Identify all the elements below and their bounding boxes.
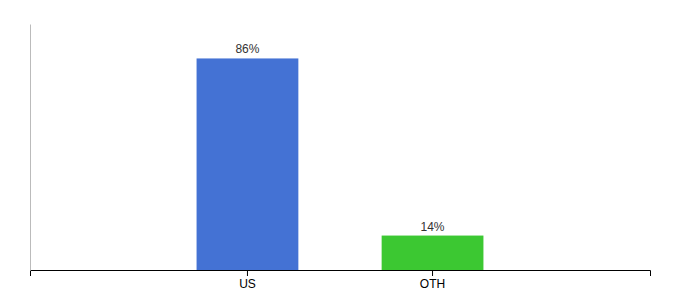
x-axis-line	[31, 271, 651, 277]
y-axis-line	[30, 25, 31, 271]
data-label: 14%	[421, 220, 445, 234]
x-tick-label: OTH	[420, 277, 445, 291]
x-tick-label: US	[239, 277, 256, 291]
x-tick-mark	[247, 270, 248, 276]
x-tick: US	[239, 270, 256, 291]
bar	[197, 58, 299, 270]
plot: US OTH 86% 14%	[31, 25, 651, 291]
data-label: 86%	[235, 42, 259, 56]
x-tick-mark	[432, 270, 433, 276]
x-tick: OTH	[420, 270, 445, 291]
x-axis: US OTH	[31, 270, 651, 291]
bar	[382, 236, 484, 270]
bars	[197, 58, 484, 270]
chart: US OTH 86% 14%	[0, 0, 680, 300]
data-labels: 86% 14%	[235, 42, 444, 233]
y-axis	[30, 25, 31, 271]
